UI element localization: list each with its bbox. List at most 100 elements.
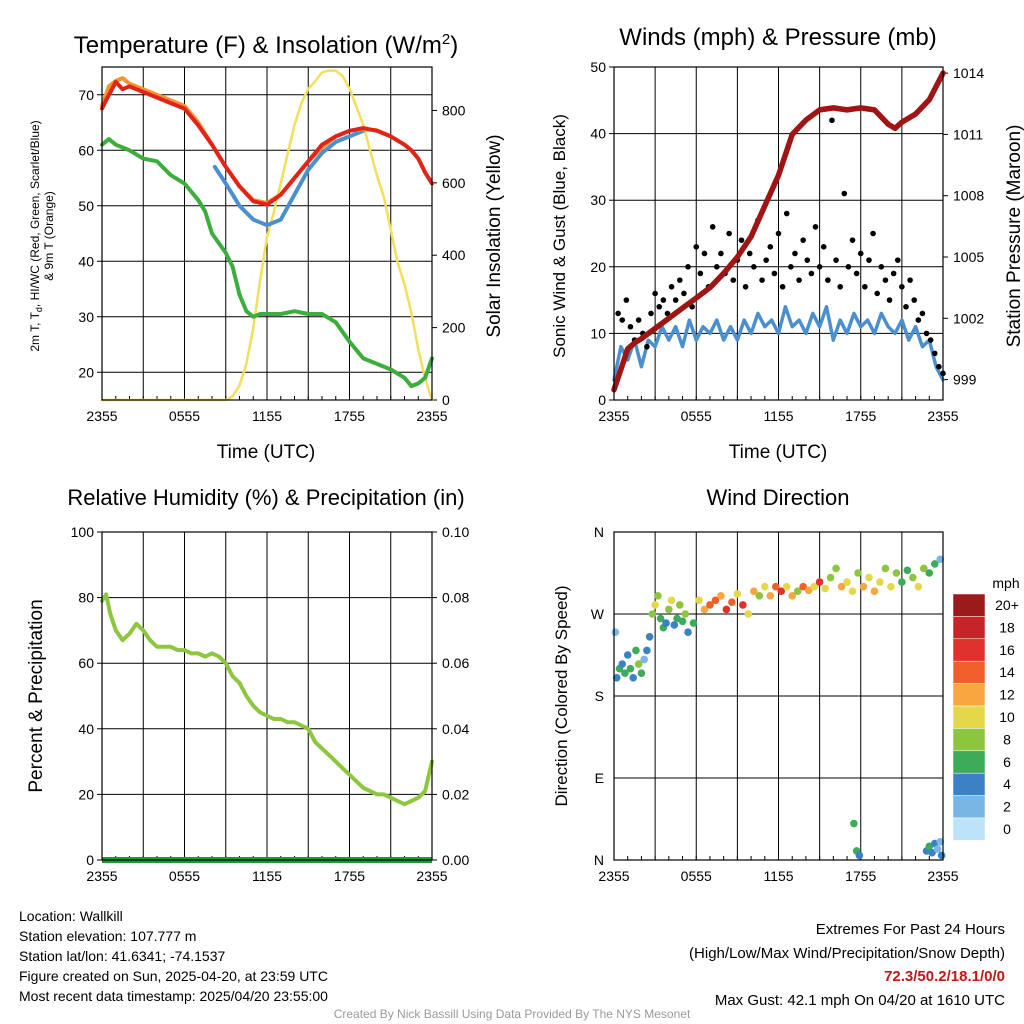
- plot-border: [613, 66, 944, 401]
- colorbar-label: 10: [999, 709, 1015, 725]
- colorbar-swatch: [952, 705, 986, 729]
- direction-point: [826, 573, 835, 582]
- direction-point: [637, 669, 646, 678]
- colorbar-swatch: [952, 660, 986, 684]
- direction-y-axis-label: Direction (Colored By Speed): [552, 585, 571, 806]
- temperature-y-axis-label: 2m T, Td, HI/WC (Red, Green, Scarlet/Blu…: [28, 120, 56, 351]
- x-tick-label: 0555: [169, 408, 200, 424]
- colorbar-label: 6: [1003, 754, 1011, 770]
- direction-point: [739, 601, 747, 609]
- direction-point: [654, 591, 662, 600]
- direction-point: [645, 632, 654, 641]
- x-tick-label: 1155: [763, 408, 793, 424]
- colorbar-swatch: [952, 683, 986, 707]
- station-latlon: Station lat/lon: 41.6341; -74.1537: [19, 948, 226, 964]
- direction-tick-label: N: [594, 852, 604, 868]
- extremes-values: 72.3/50.2/18.1/0/0: [884, 968, 1005, 985]
- gust-point: [841, 190, 848, 197]
- humidity-y-axis-label: Percent & Precipitation: [26, 599, 47, 792]
- x-tick-label: 2355: [86, 408, 117, 424]
- series-rh: [100, 592, 434, 807]
- temperature-plot: 2355 0555 1155 1755 2355 20 30 40 50 60 70 0 200 400 6…: [78, 66, 466, 424]
- y-tick-label: 80: [78, 590, 94, 606]
- gust-point: [931, 350, 938, 357]
- colorbar-swatch: [952, 593, 986, 617]
- direction-point: [788, 591, 797, 600]
- x-tick-label: 2355: [927, 408, 958, 424]
- colorbar-label: 8: [1003, 731, 1011, 747]
- colorbar-label: 12: [999, 687, 1015, 703]
- direction-point: [892, 569, 901, 577]
- gust-point: [853, 270, 860, 277]
- colorbar-swatch: [952, 817, 986, 841]
- gust-point: [903, 303, 909, 310]
- gust-point: [685, 264, 691, 270]
- gust-point: [783, 210, 790, 217]
- y2-tick-label: 1005: [953, 249, 984, 265]
- direction-panel-title: Wind Direction: [706, 485, 849, 510]
- colorbar-label: 20+: [995, 597, 1019, 613]
- direction-point: [855, 851, 864, 860]
- direction-point: [859, 582, 868, 591]
- gust-point: [874, 290, 880, 297]
- y2-tick-label: 0.08: [442, 590, 469, 606]
- gust-point: [726, 230, 732, 237]
- direction-point: [760, 582, 769, 591]
- gust-point: [648, 310, 654, 317]
- direction-point: [678, 617, 687, 626]
- direction-point: [898, 578, 906, 586]
- plot-border: [101, 66, 433, 401]
- gust-point: [899, 283, 905, 290]
- direction-point: [700, 605, 709, 614]
- direction-point: [843, 578, 851, 586]
- x-tick-label: 0555: [681, 408, 712, 424]
- direction-point: [744, 610, 753, 618]
- colorbar-swatch: [952, 750, 986, 774]
- gust-point: [907, 277, 913, 283]
- x-tick-label: 1155: [763, 868, 793, 884]
- direction-point: [733, 590, 742, 598]
- series-wind: [612, 305, 945, 382]
- direction-point: [634, 660, 643, 668]
- direction-point: [821, 584, 829, 593]
- colorbar-swatch: [952, 795, 986, 819]
- direction-point: [930, 560, 939, 568]
- gust-point: [746, 250, 753, 257]
- direction-point: [782, 582, 791, 591]
- y-tick-label: 50: [78, 198, 94, 214]
- direction-point: [623, 651, 632, 659]
- direction-point: [936, 555, 945, 564]
- gust-point: [866, 257, 872, 263]
- direction-point: [876, 578, 884, 586]
- gust-point: [792, 250, 798, 257]
- gust-point: [677, 277, 683, 283]
- temperature-panel-title: Temperature (F) & Insolation (W/m2): [74, 31, 458, 59]
- colorbar-label: 2: [1003, 799, 1011, 815]
- gust-point: [886, 297, 893, 303]
- x-tick-label: 1155: [252, 408, 282, 424]
- direction-point: [643, 646, 651, 655]
- gust-point: [820, 244, 827, 250]
- direction-point: [799, 582, 807, 591]
- direction-point: [651, 601, 659, 609]
- gust-point: [862, 283, 868, 290]
- colorbar-label: 14: [999, 664, 1015, 680]
- x-tick-label: 2355: [86, 868, 117, 884]
- gust-point: [767, 244, 774, 250]
- direction-point: [914, 582, 923, 591]
- max-gust: Max Gust: 42.1 mph On 04/20 at 1610 UTC: [714, 991, 1005, 1009]
- gust-point: [775, 230, 782, 237]
- y-tick-label: 60: [78, 142, 94, 158]
- direction-point: [665, 605, 673, 614]
- y2-tick-label: 0.02: [442, 786, 469, 802]
- gust-point: [718, 250, 724, 257]
- y-tick-label: 20: [78, 364, 94, 380]
- gust-point: [915, 317, 922, 323]
- gust-point: [763, 257, 769, 263]
- gust-point: [927, 337, 934, 343]
- gust-point: [738, 237, 745, 243]
- direction-point: [933, 845, 942, 853]
- x-tick-label: 2355: [416, 868, 447, 884]
- direction-point: [865, 573, 873, 582]
- direction-point: [728, 598, 736, 606]
